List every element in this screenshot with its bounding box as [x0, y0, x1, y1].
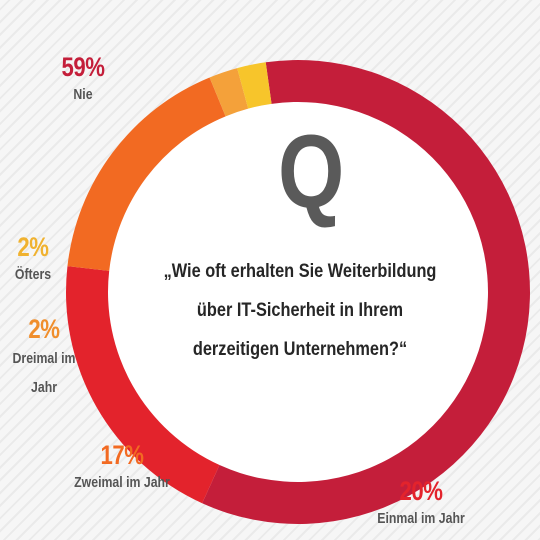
label-dreimal: 2% Dreimal im Jahr — [3, 314, 85, 402]
slice-percent-dreimal: 2% — [28, 314, 60, 344]
donut-slice-oefters — [237, 62, 272, 109]
slice-percent-nie: 59% — [61, 52, 105, 82]
slice-name-oefters: Öfters — [14, 266, 52, 283]
label-zweimal: 17% Zweimal im Jahr — [65, 440, 180, 494]
label-oefters: 2% Öfters — [4, 232, 61, 286]
donut-slice-zweimal — [67, 77, 226, 271]
donut-center — [108, 102, 488, 482]
slice-percent-oefters: 2% — [17, 232, 49, 262]
slice-name-nie: Nie — [73, 86, 93, 103]
slice-name-zweimal: Zweimal im Jahr — [74, 474, 170, 491]
slice-percent-zweimal: 17% — [100, 440, 144, 470]
donut-slice-dreimal — [209, 68, 249, 117]
survey-question: „Wie oft erhalten Sie Weiterbildung über… — [163, 261, 437, 360]
slice-name-einmal: Einmal im Jahr — [377, 510, 465, 527]
slice-name-dreimal: Dreimal im Jahr — [12, 350, 76, 396]
donut-slice-einmal — [66, 266, 220, 504]
label-einmal: 20% Einmal im Jahr — [368, 476, 475, 530]
donut-slice-nie — [202, 59, 530, 524]
q-letter-icon: Q — [277, 114, 345, 230]
slice-percent-einmal: 20% — [399, 476, 443, 506]
label-nie: 59% Nie — [46, 52, 120, 106]
